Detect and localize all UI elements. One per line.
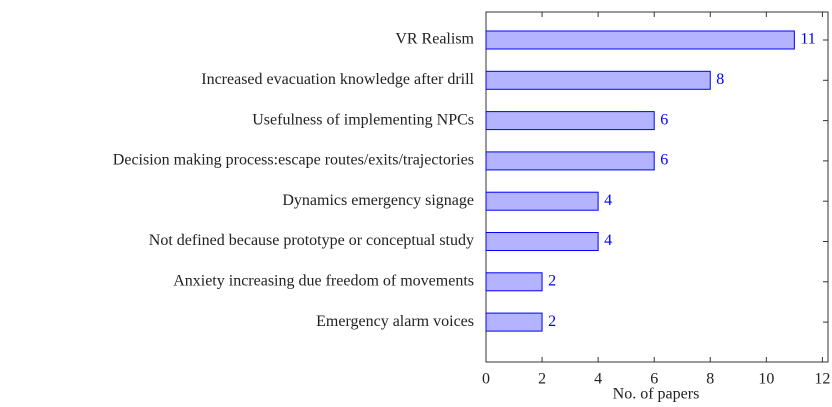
- value-label: 2: [548, 272, 556, 289]
- value-label: 6: [660, 152, 668, 169]
- bar: [485, 111, 655, 131]
- bar: [485, 151, 655, 171]
- bar: [485, 30, 795, 50]
- plot-frame: [485, 11, 829, 363]
- bar: [485, 232, 599, 251]
- x-tick-label: 0: [482, 371, 490, 388]
- value-label: 4: [604, 192, 612, 209]
- bar: [485, 312, 543, 332]
- y-tick-label: Decision making process:escape routes/ex…: [113, 152, 474, 169]
- value-label: 8: [716, 71, 724, 88]
- value-label: 6: [660, 111, 668, 128]
- x-tick-label: 2: [538, 371, 546, 388]
- y-tick-label: VR Realism: [395, 31, 474, 48]
- x-tick-label: 8: [706, 371, 714, 388]
- bar: [485, 272, 543, 292]
- y-tick-label: Not defined because prototype or concept…: [149, 232, 474, 249]
- x-tick-label: 6: [650, 371, 658, 388]
- value-label: 11: [800, 31, 815, 48]
- value-label: 2: [548, 313, 556, 330]
- x-tick-label: 4: [594, 371, 602, 388]
- bar: [485, 191, 599, 211]
- x-tick-label: 10: [758, 371, 774, 388]
- y-tick-label: Emergency alarm voices: [316, 313, 474, 330]
- x-tick-label: 12: [814, 371, 830, 388]
- y-tick-label: Anxiety increasing due freedom of moveme…: [173, 272, 474, 289]
- y-tick-label: Increased evacuation knowledge after dri…: [201, 71, 474, 88]
- y-tick-label: Dynamics emergency signage: [282, 192, 474, 209]
- x-axis-label: No. of papers: [613, 386, 700, 403]
- value-label: 4: [604, 232, 612, 249]
- bar: [485, 70, 711, 90]
- y-tick-label: Usefulness of implementing NPCs: [252, 111, 474, 128]
